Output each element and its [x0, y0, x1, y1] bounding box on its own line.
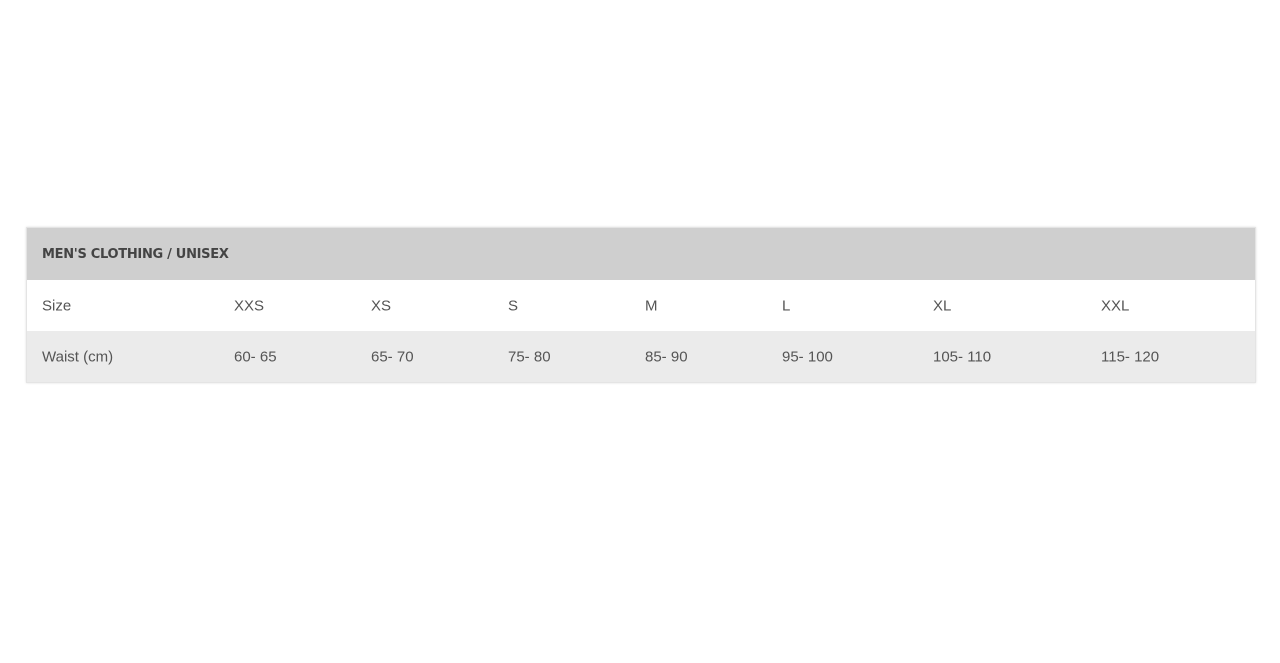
table-cell: 105- 110 [933, 348, 992, 365]
table-cell: 95- 100 [782, 348, 833, 365]
row-label: Waist (cm) [42, 348, 114, 365]
table-header: MEN'S CLOTHING / UNISEX [27, 228, 1255, 280]
table-cell: XXL [1101, 297, 1130, 314]
table-row-size: Size XXS XS S M L XL XXL [27, 280, 1255, 331]
table-row-waist: Waist (cm) 60- 65 65- 70 75- 80 85- 90 9… [27, 331, 1255, 382]
table-cell: XS [371, 297, 392, 314]
table-cell: M [645, 297, 658, 314]
table-cell: XL [933, 297, 952, 314]
table-title: MEN'S CLOTHING / UNISEX [42, 246, 229, 262]
table-cell: L [782, 297, 791, 314]
table-cell: 65- 70 [371, 348, 414, 365]
table-cell: 85- 90 [645, 348, 688, 365]
table-cell: 75- 80 [508, 348, 551, 365]
table-cell: XXS [234, 297, 265, 314]
table-cell: 60- 65 [234, 348, 277, 365]
size-chart-table: MEN'S CLOTHING / UNISEX Size XXS XS S M … [26, 227, 1256, 383]
row-label: Size [42, 297, 72, 314]
table-cell: 115- 120 [1101, 348, 1160, 365]
table-cell: S [508, 297, 519, 314]
